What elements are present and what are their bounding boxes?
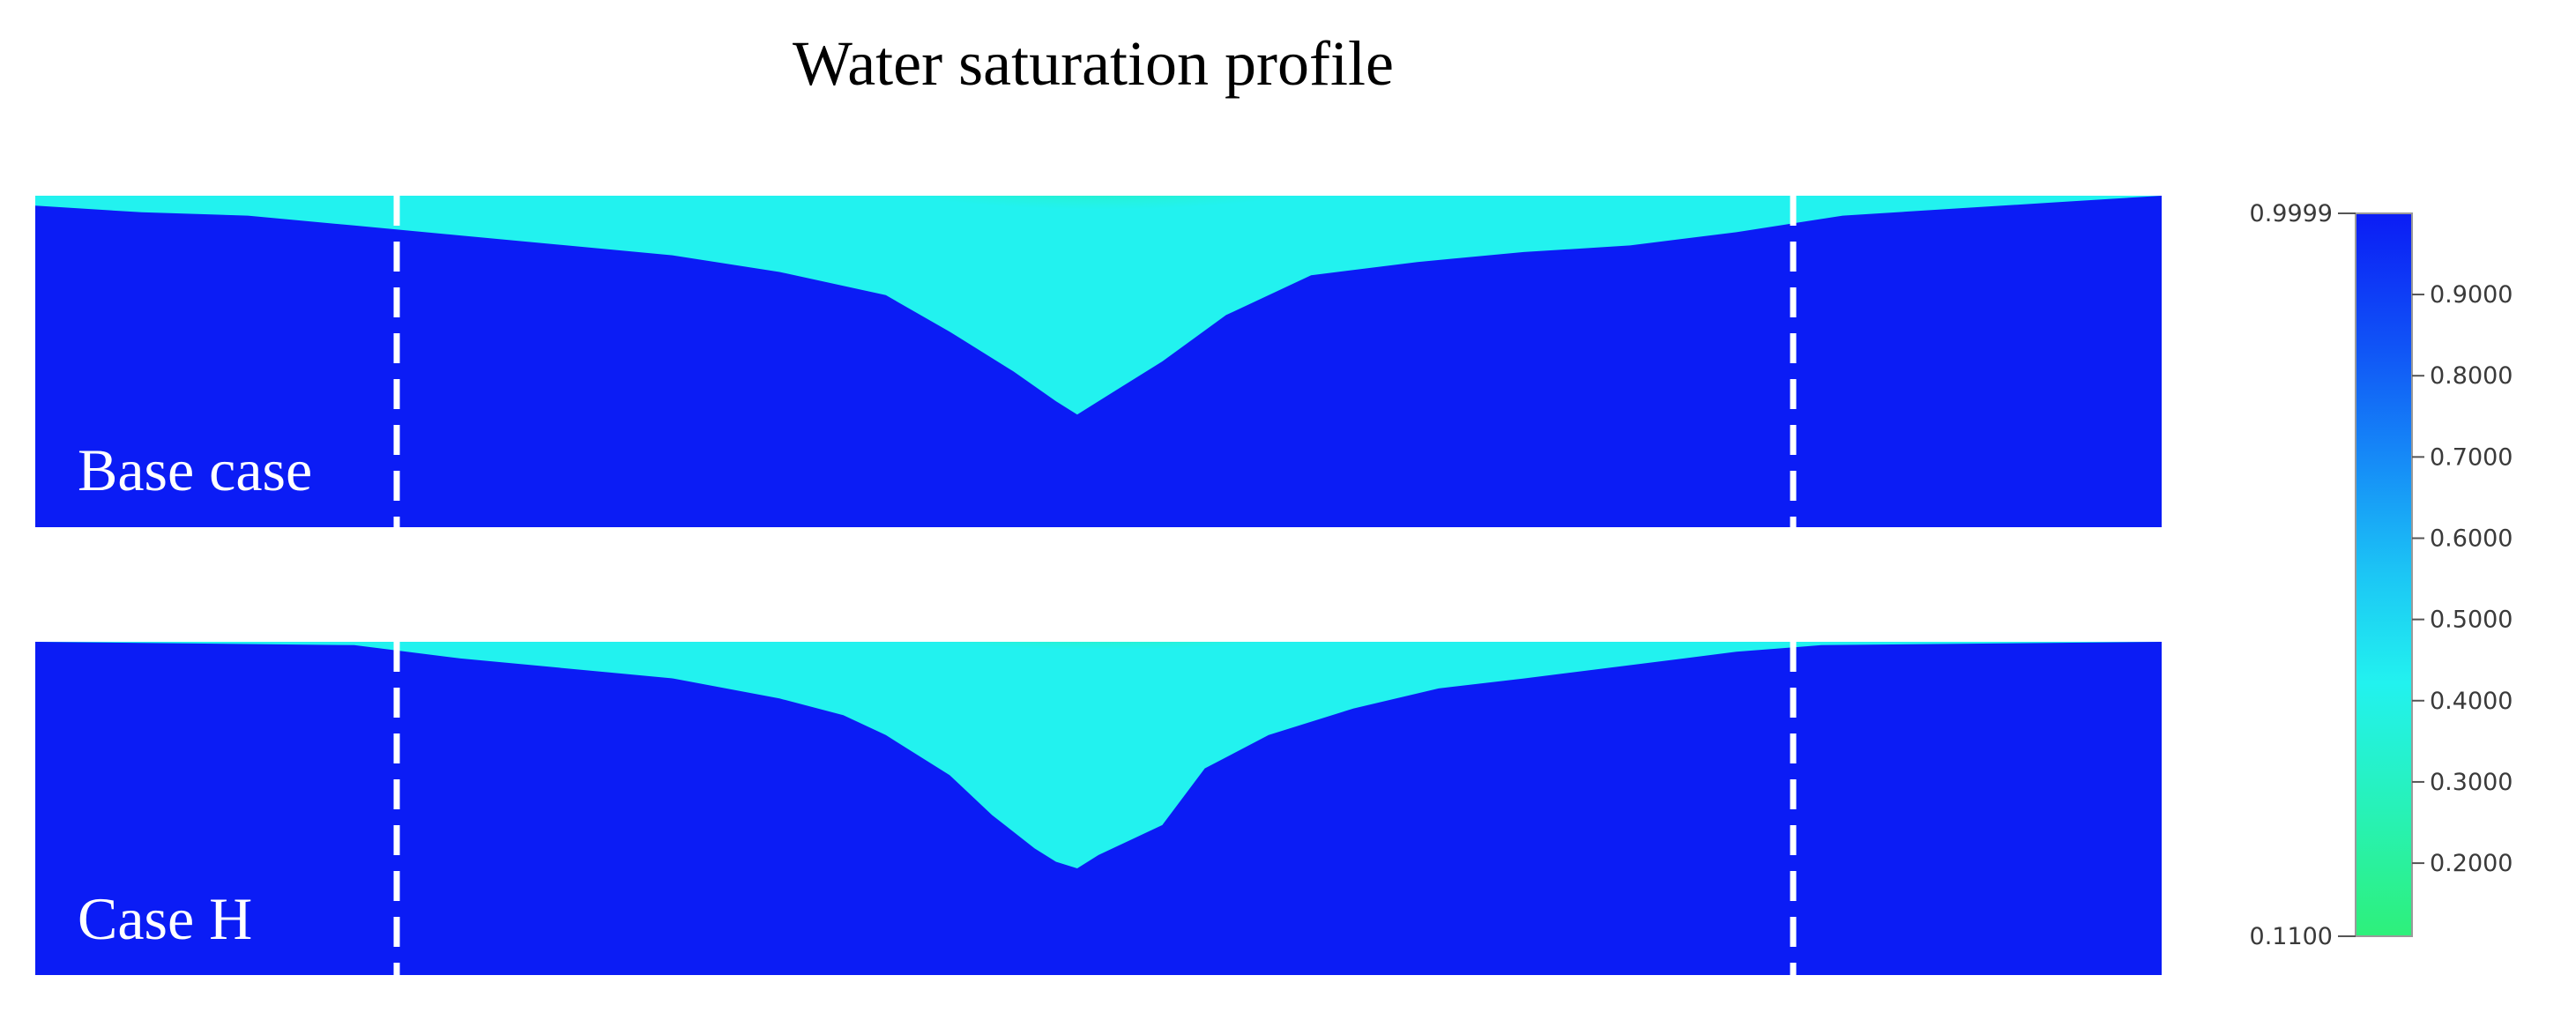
plume-core-case-h bbox=[838, 642, 1366, 681]
colorbar-tick-label: 0.6000 bbox=[2430, 525, 2513, 552]
plume-base-case bbox=[35, 196, 2162, 415]
colorbar-max-label: 0.9999 bbox=[2250, 200, 2333, 227]
colorbar: 0.9999 0.1100 0.90000.80000.70000.60000.… bbox=[2250, 200, 2513, 950]
panel-base-case: Base case bbox=[35, 196, 2162, 527]
colorbar-tick-label: 0.9000 bbox=[2430, 281, 2513, 309]
plume-core-base-case bbox=[802, 196, 1402, 266]
chart-title: Water saturation profile bbox=[793, 28, 1394, 99]
colorbar-tick-label: 0.4000 bbox=[2430, 688, 2513, 715]
panel-case-h: Case H bbox=[35, 642, 2162, 975]
colorbar-tick-label: 0.2000 bbox=[2430, 850, 2513, 877]
colorbar-gradient bbox=[2355, 212, 2413, 937]
colorbar-tick-label: 0.8000 bbox=[2430, 362, 2513, 390]
panel-label-case-h: Case H bbox=[78, 885, 252, 952]
panel-label-base-case: Base case bbox=[78, 436, 312, 503]
colorbar-tick-label: 0.7000 bbox=[2430, 443, 2513, 471]
colorbar-ticks: 0.9000 0.8000 0.7000 0.6000 0.5000 0.4000 0.30… bbox=[2412, 281, 2513, 877]
colorbar-tick-label: 0.3000 bbox=[2430, 769, 2513, 796]
plume-case-h bbox=[35, 642, 2162, 868]
colorbar-tick-label: 0.5000 bbox=[2430, 607, 2513, 634]
colorbar-min-label: 0.1100 bbox=[2250, 923, 2333, 950]
